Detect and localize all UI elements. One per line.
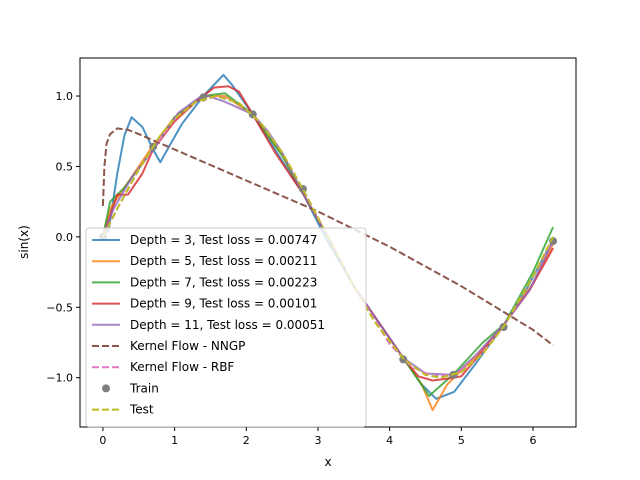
legend-kernel-flow-nngp-label: Kernel Flow - NNGP <box>130 339 245 353</box>
legend-depth-11-test-loss-0-00051-label: Depth = 11, Test loss = 0.00051 <box>130 318 325 332</box>
x-axis-label: x <box>324 455 331 469</box>
x-tick-label: 5 <box>458 434 465 447</box>
x-tick-label: 0 <box>99 434 106 447</box>
plot-area <box>98 73 558 412</box>
legend-kernel-flow-rbf-label: Kernel Flow - RBF <box>130 360 234 374</box>
legend-test-label: Test <box>129 403 154 417</box>
y-axis-label: sin(x) <box>17 225 31 259</box>
y-tick-label: 0.5 <box>56 160 74 173</box>
x-tick-label: 6 <box>529 434 536 447</box>
legend-depth-3-test-loss-0-00747-label: Depth = 3, Test loss = 0.00747 <box>130 233 317 247</box>
y-tick-label: 0.0 <box>56 231 74 244</box>
x-tick-label: 3 <box>314 434 321 447</box>
y-tick-label: −0.5 <box>46 301 73 314</box>
series-depth-3-test-loss-0-00747-line <box>102 73 554 400</box>
series-depth-9-test-loss-0-00101-line <box>101 85 554 382</box>
legend-depth-9-test-loss-0-00101-label: Depth = 9, Test loss = 0.00101 <box>130 297 317 311</box>
train-point <box>399 355 408 364</box>
series-test-line <box>102 95 554 379</box>
legend-train-label: Train <box>129 381 159 395</box>
legend-depth-7-test-loss-0-00223-label: Depth = 7, Test loss = 0.00223 <box>130 275 317 289</box>
x-tick-label: 2 <box>243 434 250 447</box>
axis-ticks: 0 1 2 3 4 5 6 −1.0 −0.5 0.0 0.5 1.0 <box>46 90 536 447</box>
legend-box <box>85 227 367 428</box>
series-kernel-flow-nngp-line <box>101 127 554 347</box>
x-tick-label: 1 <box>171 434 178 447</box>
x-tick-label: 4 <box>386 434 393 447</box>
y-tick-label: 1.0 <box>56 90 74 103</box>
legend: Depth = 3, Test loss = 0.00747 Depth = 5,… <box>85 227 367 428</box>
legend-depth-5-test-loss-0-00211-label: Depth = 5, Test loss = 0.00211 <box>130 254 317 268</box>
series-depth-11-test-loss-0-00051-line <box>101 93 555 376</box>
y-tick-label: −1.0 <box>46 372 73 385</box>
legend-train-marker <box>102 384 110 393</box>
